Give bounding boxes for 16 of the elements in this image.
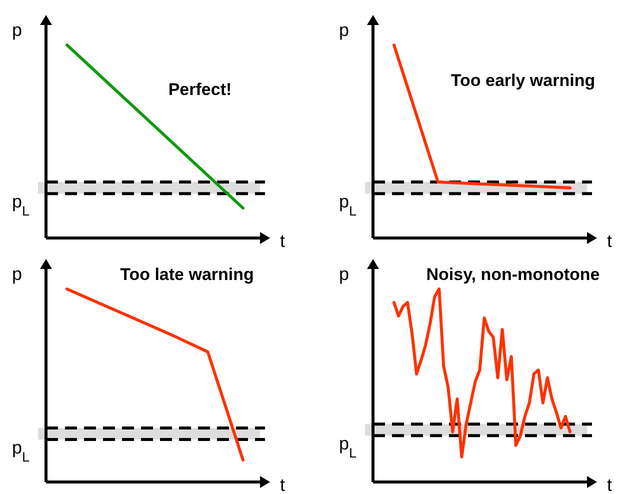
x-axis-title: t [280, 475, 286, 494]
chart-title: Too late warning [120, 265, 254, 284]
y-axis-title: p [12, 20, 22, 40]
x-axis-title: t [607, 475, 612, 494]
text: Perfect! [168, 80, 232, 99]
band-label: p$_{L}$ [339, 192, 358, 218]
chart-title: Noisy, non-monotone [426, 265, 600, 284]
x-axis-title: t [280, 231, 286, 251]
band-label: p$_{L}$ [12, 438, 30, 464]
band-label: p$_{L}$ [339, 434, 358, 460]
y-axis-title: p [339, 20, 350, 40]
y-axis-title: p [339, 264, 350, 284]
x-axis-title: t [607, 231, 612, 251]
y-axis-title: p [12, 264, 22, 284]
band-label: p$_{L}$ [12, 192, 30, 218]
text: Too early warning [450, 71, 596, 90]
